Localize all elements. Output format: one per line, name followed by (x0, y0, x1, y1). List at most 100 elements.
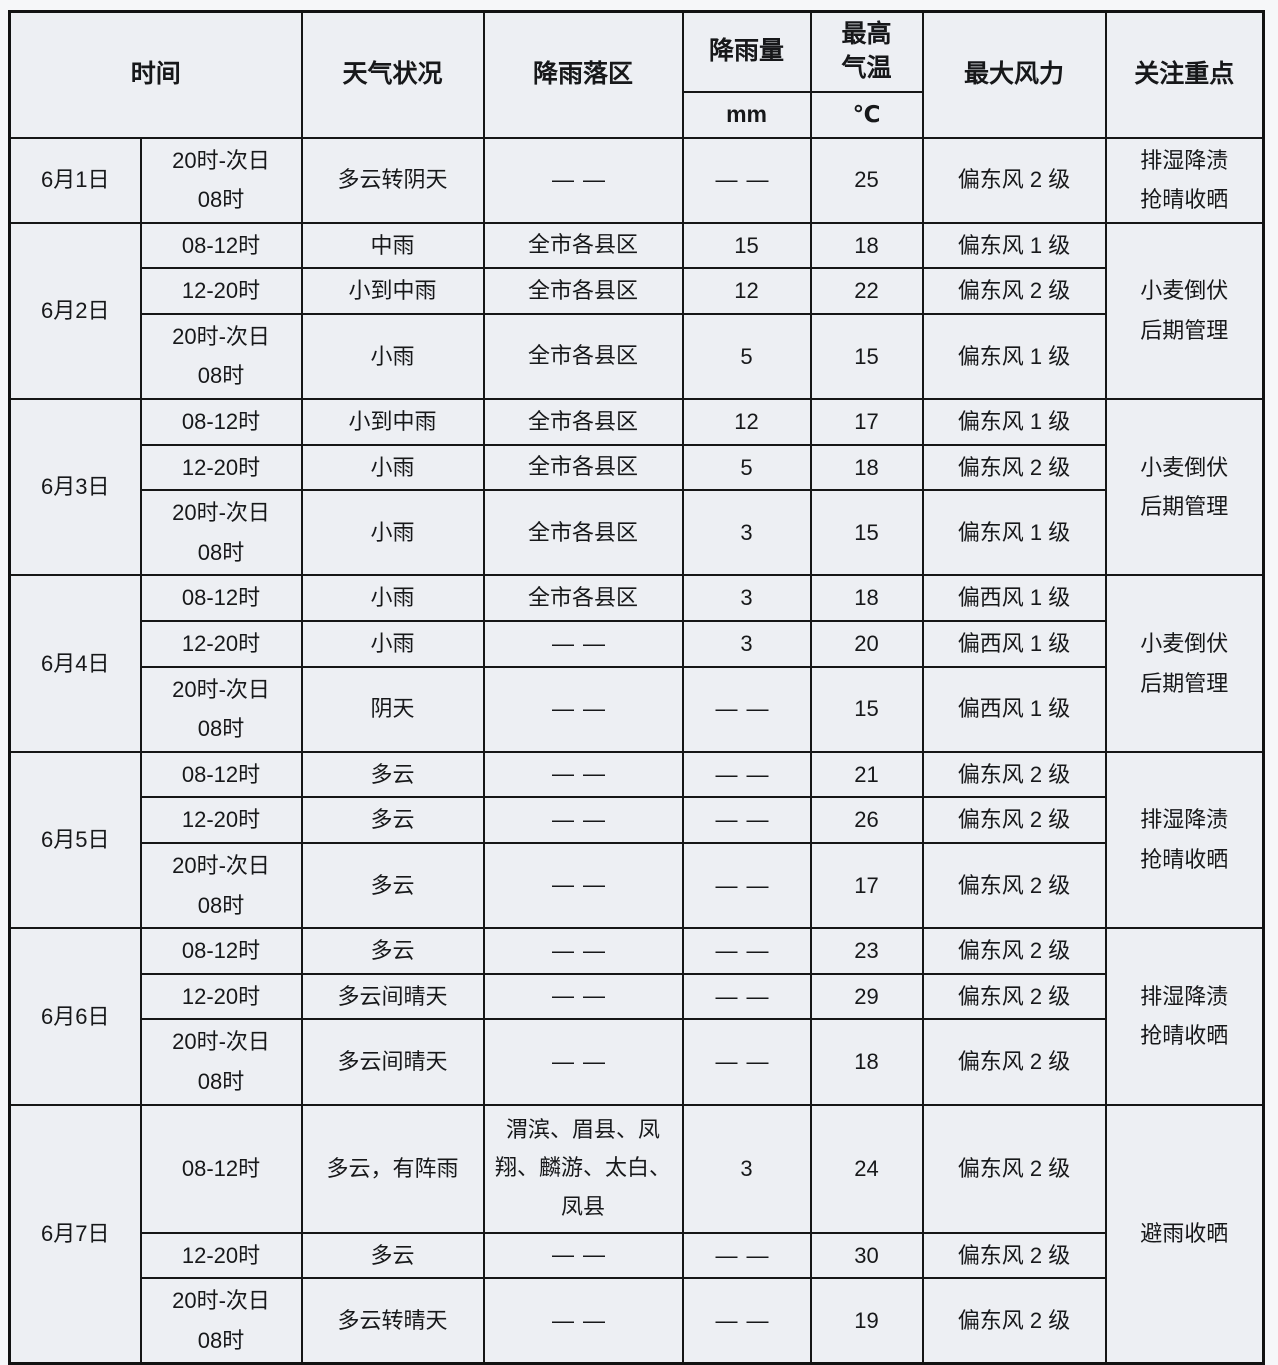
cell-rainfall: 3 (681, 1103, 812, 1234)
table-header: 时间 天气状况 降雨落区 降雨量 最高 气温 最大风力 关注重点 mm ℃ (8, 10, 1265, 139)
cell-rain-area: —— (482, 841, 684, 930)
cell-weather: 小雨 (300, 312, 485, 401)
cell-max-temp: 23 (809, 927, 924, 975)
cell-time: 08-12时 (139, 221, 303, 270)
cell-rain-area: 全市各县区 (482, 221, 684, 270)
cell-time: 12-20时 (139, 267, 303, 315)
cell-focus: 排湿降渍 抢晴收晒 (1104, 927, 1265, 1106)
cell-rain-area: —— (482, 927, 684, 975)
cell-focus: 避雨收晒 (1104, 1103, 1265, 1365)
cell-max-temp: 18 (809, 574, 924, 623)
cell-rain-area: 全市各县区 (482, 443, 684, 492)
cell-time: 08-12时 (139, 750, 303, 799)
cell-date: 6月4日 (8, 574, 142, 753)
cell-rainfall: —— (681, 136, 812, 224)
cell-rain-area: 全市各县区 (482, 267, 684, 315)
cell-weather: 多云 (300, 1231, 485, 1280)
cell-focus: 排湿降渍 抢晴收晒 (1104, 750, 1265, 930)
cell-max-temp: 19 (809, 1277, 924, 1365)
cell-rain-area: 渭滨、眉县、凤翔、麟游、太白、凤县 (482, 1103, 684, 1234)
cell-max-wind: 偏东风 2 级 (921, 1018, 1107, 1106)
table-row: 6月5日 08-12时 多云 —— —— 21 偏东风 2 级 排湿降渍 抢晴收… (8, 750, 1265, 930)
table-row: 6月1日 20时-次日 08时 多云转阴天 —— —— 25 偏东风 2 级 排… (8, 136, 1265, 224)
table-row: 20时-次日 08时 小雨 全市各县区 3 15 偏东风 1 级 (10, 489, 1264, 577)
cell-max-wind: 偏东风 2 级 (921, 136, 1107, 224)
header-max-temp: 最高 气温 (809, 10, 924, 93)
cell-max-temp: 18 (809, 1018, 924, 1106)
cell-rain-area: 全市各县区 (482, 398, 684, 446)
cell-weather: 多云 (300, 796, 485, 844)
cell-time: 20时-次日 08时 (139, 136, 303, 224)
cell-max-wind: 偏东风 1 级 (921, 221, 1107, 270)
cell-weather: 小到中雨 (300, 398, 485, 446)
cell-rain-area: 全市各县区 (482, 312, 684, 401)
cell-max-temp: 17 (809, 841, 924, 930)
cell-time: 08-12时 (139, 574, 303, 623)
cell-max-wind: 偏东风 2 级 (921, 927, 1107, 975)
cell-weather: 多云间晴天 (300, 972, 485, 1021)
cell-rain-area: —— (482, 972, 684, 1021)
cell-max-temp: 26 (809, 796, 924, 844)
cell-max-wind: 偏东风 2 级 (921, 1277, 1107, 1365)
header-weather: 天气状况 (300, 10, 485, 139)
cell-rainfall: —— (681, 841, 812, 930)
cell-max-wind: 偏东风 2 级 (921, 796, 1107, 844)
cell-max-temp: 15 (809, 489, 924, 577)
cell-weather: 多云 (300, 841, 485, 930)
cell-rainfall: 12 (681, 267, 812, 315)
cell-time: 12-20时 (139, 1231, 303, 1280)
cell-weather: 小雨 (300, 443, 485, 492)
cell-max-wind: 偏东风 2 级 (921, 841, 1107, 930)
table-row: 12-20时 小到中雨 全市各县区 12 22 偏东风 2 级 (10, 267, 1264, 315)
cell-weather: 多云 (300, 750, 485, 799)
table-row: 12-20时 小雨 全市各县区 5 18 偏东风 2 级 (10, 443, 1264, 492)
cell-date: 6月5日 (8, 750, 142, 930)
cell-max-wind: 偏东风 1 级 (921, 489, 1107, 577)
cell-date: 6月3日 (8, 398, 142, 577)
cell-weather: 小雨 (300, 489, 485, 577)
cell-rainfall: —— (681, 927, 812, 975)
header-temp-unit: ℃ (809, 90, 924, 139)
cell-rainfall: —— (681, 665, 812, 753)
cell-time: 20时-次日 08时 (139, 841, 303, 930)
cell-weather: 多云，有阵雨 (300, 1103, 485, 1234)
cell-rain-area: —— (482, 1231, 684, 1280)
cell-max-temp: 25 (809, 136, 924, 224)
cell-focus: 小麦倒伏 后期管理 (1104, 574, 1265, 753)
cell-time: 08-12时 (139, 398, 303, 446)
cell-max-temp: 18 (809, 443, 924, 492)
header-time: 时间 (8, 10, 303, 139)
table-row: 12-20时 多云 —— —— 30 偏东风 2 级 (10, 1231, 1264, 1280)
cell-focus: 排湿降渍 抢晴收晒 (1104, 136, 1265, 224)
cell-max-wind: 偏西风 1 级 (921, 665, 1107, 753)
cell-time: 20时-次日 08时 (139, 1277, 303, 1365)
cell-max-wind: 偏东风 2 级 (921, 1103, 1107, 1234)
header-row-labels: 时间 天气状况 降雨落区 降雨量 最高 气温 最大风力 关注重点 (8, 10, 1265, 139)
cell-max-wind: 偏东风 1 级 (921, 398, 1107, 446)
cell-rainfall: —— (681, 1018, 812, 1106)
table-row: 12-20时 多云 —— —— 26 偏东风 2 级 (10, 796, 1264, 844)
cell-weather: 小到中雨 (300, 267, 485, 315)
table-row: 20时-次日 08时 多云转晴天 —— —— 19 偏东风 2 级 (10, 1277, 1264, 1365)
header-max-wind: 最大风力 (921, 10, 1107, 139)
cell-date: 6月1日 (8, 136, 142, 224)
cell-rainfall: 5 (681, 443, 812, 492)
cell-time: 08-12时 (139, 1103, 303, 1234)
cell-time: 20时-次日 08时 (139, 489, 303, 577)
header-rainfall: 降雨量 (681, 10, 812, 93)
cell-max-temp: 15 (809, 312, 924, 401)
cell-max-temp: 30 (809, 1231, 924, 1280)
table-row: 6月2日 08-12时 中雨 全市各县区 15 18 偏东风 1 级 小麦倒伏 … (8, 221, 1265, 401)
cell-max-temp: 22 (809, 267, 924, 315)
cell-max-wind: 偏东风 2 级 (921, 972, 1107, 1021)
cell-weather: 多云转阴天 (300, 136, 485, 224)
table-row: 20时-次日 08时 多云间晴天 —— —— 18 偏东风 2 级 (10, 1018, 1264, 1106)
cell-rain-area: —— (482, 750, 684, 799)
cell-rainfall: 12 (681, 398, 812, 446)
cell-rainfall: 15 (681, 221, 812, 270)
cell-weather: 中雨 (300, 221, 485, 270)
cell-rain-area: 全市各县区 (482, 489, 684, 577)
cell-rainfall: 3 (681, 489, 812, 577)
cell-rain-area: —— (482, 665, 684, 753)
table-row: 6月4日 08-12时 小雨 全市各县区 3 18 偏西风 1 级 小麦倒伏 后… (8, 574, 1265, 753)
